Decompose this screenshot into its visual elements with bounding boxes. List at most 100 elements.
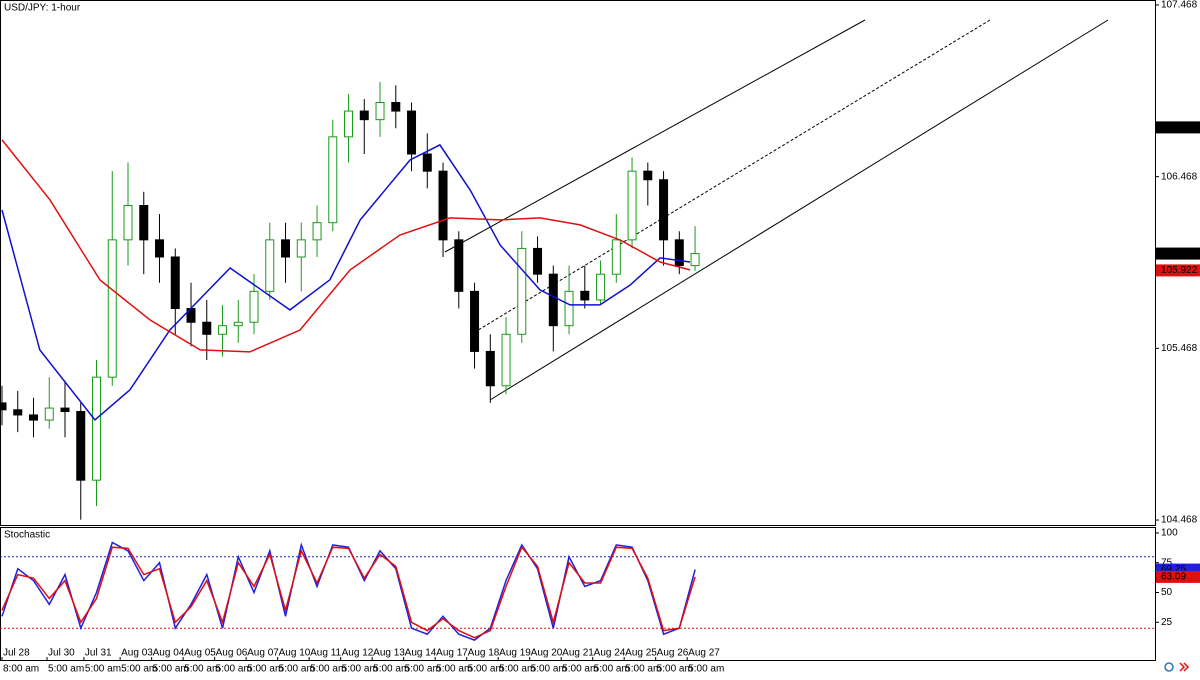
indicator-title: Stochastic <box>4 530 50 541</box>
channel-upper <box>444 19 866 253</box>
candle-body <box>643 170 653 181</box>
x-tick-label: Aug 26 <box>657 648 689 659</box>
candle-body <box>123 205 133 241</box>
candle-body <box>517 247 527 335</box>
x-time-label: 5:00 am <box>153 664 189 675</box>
candle-body <box>407 110 417 155</box>
x-tick-label: Aug 20 <box>531 648 563 659</box>
value-label-box <box>1156 570 1200 583</box>
value-label: 63.09 <box>1161 572 1186 583</box>
y-tick-label: 50 <box>1161 587 1173 598</box>
y-tick-label: 107.468 <box>1161 0 1198 11</box>
x-time-label: 5:00 am <box>48 664 84 675</box>
x-time-label: 5:00 am <box>594 664 630 675</box>
x-tick-label: Aug 13 <box>373 648 405 659</box>
candle-body <box>359 110 369 121</box>
x-tick-label: Jul 28 <box>3 648 30 659</box>
candle-body <box>391 101 401 112</box>
x-time-label: 5:00 am <box>657 664 693 675</box>
candle-body <box>265 239 275 292</box>
x-tick-label: Aug 10 <box>279 648 311 659</box>
price-label-box <box>1156 247 1200 260</box>
value-label: 69.25 <box>1161 564 1186 575</box>
y-tick-label: 100 <box>1161 528 1178 539</box>
candle-body <box>92 376 102 481</box>
candle-body <box>76 411 86 481</box>
candle-body <box>470 290 480 352</box>
x-time-label: 5:00 am <box>436 664 472 675</box>
x-time-label: 5:00 am <box>247 664 283 675</box>
x-tick-label: Aug 25 <box>625 648 657 659</box>
candle-body <box>375 101 385 121</box>
x-time-label: 5:00 am <box>279 664 315 675</box>
price-label: 106.020 <box>1161 248 1198 259</box>
price-panel <box>0 0 1156 526</box>
candle-body <box>611 239 621 275</box>
candle-body <box>485 350 495 387</box>
candle-body <box>312 222 322 241</box>
x-time-label: 5:00 am <box>85 664 121 675</box>
candle-body <box>202 321 212 335</box>
candle-body <box>170 256 180 310</box>
candle-body <box>139 205 149 241</box>
candle-body <box>13 409 23 416</box>
candle-body <box>107 239 117 378</box>
chart-title: USD/JPY: 1-hour <box>4 3 81 14</box>
candle-body <box>674 239 684 267</box>
candle-body <box>233 321 243 327</box>
price-label: 105.922 <box>1161 265 1198 276</box>
y-tick-label: 25 <box>1161 617 1173 628</box>
channel-lower <box>489 19 1109 401</box>
moving-average <box>1 139 691 353</box>
price-label-box <box>1156 121 1200 134</box>
candle-body <box>344 110 354 138</box>
candle-body <box>548 273 558 327</box>
candle-body <box>281 239 291 258</box>
icon-link[interactable] <box>1164 662 1174 672</box>
x-time-label: 5:00 am <box>625 664 661 675</box>
candle-body <box>501 333 511 387</box>
candle-body <box>44 407 54 421</box>
x-time-label: 5:00 am <box>121 664 157 675</box>
stochastic-line <box>1 545 696 639</box>
candle-body <box>29 414 39 421</box>
candle-body <box>533 247 543 275</box>
x-tick-label: Jul 31 <box>85 648 112 659</box>
x-tick-label: Aug 07 <box>247 648 279 659</box>
x-time-label: 5:00 am <box>216 664 252 675</box>
candle-body <box>564 290 574 327</box>
x-tick-label: Aug 27 <box>688 648 720 659</box>
x-time-label: 5:00 am <box>184 664 220 675</box>
icon-shift[interactable] <box>1179 662 1190 672</box>
candle-body <box>328 136 338 224</box>
x-tick-label: Aug 24 <box>594 648 626 659</box>
x-time-label: 5:00 am <box>531 664 567 675</box>
candle-body <box>438 170 448 241</box>
candle-body <box>580 290 590 301</box>
nav-icons[interactable] <box>1164 662 1190 672</box>
x-time-label: 5:00 am <box>562 664 598 675</box>
candle-body <box>218 325 228 335</box>
price-label-box <box>1156 264 1200 277</box>
candle-body <box>155 239 165 258</box>
x-tick-label: Aug 05 <box>184 648 216 659</box>
x-time-label: 5:00 am <box>499 664 535 675</box>
price-label: 106.755 <box>1161 122 1198 133</box>
x-tick-label: Aug 17 <box>436 648 468 659</box>
x-time-label: 5:00 am <box>342 664 378 675</box>
stochastic-panel <box>0 527 1156 661</box>
x-tick-label: Aug 19 <box>499 648 531 659</box>
x-tick-label: Aug 11 <box>310 648 341 659</box>
candle-body <box>0 402 7 411</box>
x-tick-label: Aug 12 <box>342 648 374 659</box>
x-tick-label: Aug 14 <box>405 648 437 659</box>
x-tick-label: Aug 18 <box>468 648 500 659</box>
moving-average <box>1 143 691 421</box>
x-time-label: 8:00 am <box>3 664 39 675</box>
candle-body <box>659 179 669 241</box>
candle-body <box>60 407 70 413</box>
x-tick-label: Aug 04 <box>153 648 185 659</box>
candle-body <box>627 170 637 241</box>
candle-body <box>422 153 432 172</box>
